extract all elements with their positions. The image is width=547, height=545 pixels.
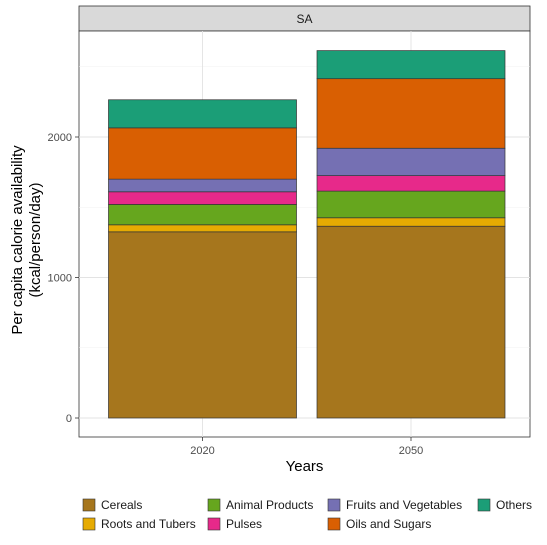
axes: 0 1000 2000 2020 2050 <box>48 132 424 457</box>
x-axis-title: Years <box>286 458 324 475</box>
bar-others-2020 <box>108 99 297 129</box>
x-tick-label: 2020 <box>190 445 214 457</box>
bar-roots-and-tubers-2050 <box>316 217 506 227</box>
legend-swatch-fruits-and-vegetables <box>327 498 341 512</box>
bar-fruits-and-vegetables-2050 <box>316 147 506 176</box>
legend-label-cereals: Cereals <box>101 498 142 512</box>
facet-strip <box>78 5 531 32</box>
bar-animal-products-2050 <box>316 190 506 219</box>
bars <box>108 50 506 419</box>
legend-label-fruits-and-vegetables: Fruits and Vegetables <box>346 498 462 512</box>
y-axis-unit: (kcal/person/day) <box>27 182 44 297</box>
legend-swatch-roots-and-tubers <box>82 517 96 531</box>
y-tick-label: 1000 <box>48 273 72 285</box>
bar-cereals-2050 <box>316 225 506 419</box>
y-axis-title: Per capita calorie availability <box>9 145 26 335</box>
bar-oils-and-sugars-2020 <box>108 127 297 180</box>
bar-others-2050 <box>316 50 506 80</box>
bar-fruits-and-vegetables-2020 <box>108 178 297 193</box>
y-tick-label: 0 <box>66 413 72 425</box>
legend-swatch-cereals <box>82 498 96 512</box>
legend-label-oils-and-sugars: Oils and Sugars <box>346 517 431 531</box>
x-tick-label: 2050 <box>399 445 423 457</box>
bar-roots-and-tubers-2020 <box>108 224 297 233</box>
y-tick-label: 2000 <box>48 132 72 144</box>
legend-label-pulses: Pulses <box>226 517 262 531</box>
bar-oils-and-sugars-2050 <box>316 78 506 149</box>
legend-swatch-others <box>477 498 491 512</box>
legend-label-animal-products: Animal Products <box>226 498 313 512</box>
legend-swatch-oils-and-sugars <box>327 517 341 531</box>
bar-pulses-2020 <box>108 191 297 205</box>
legend-label-roots-and-tubers: Roots and Tubers <box>101 517 196 531</box>
facet-label: SA <box>296 12 312 26</box>
legend: Cereals Animal Products Fruits and Vegetab… <box>82 498 532 531</box>
legend-swatch-pulses <box>207 517 221 531</box>
bar-animal-products-2020 <box>108 204 297 226</box>
bar-cereals-2020 <box>108 231 297 419</box>
legend-label-others: Others <box>496 498 532 512</box>
legend-swatch-animal-products <box>207 498 221 512</box>
bar-pulses-2050 <box>316 175 506 192</box>
